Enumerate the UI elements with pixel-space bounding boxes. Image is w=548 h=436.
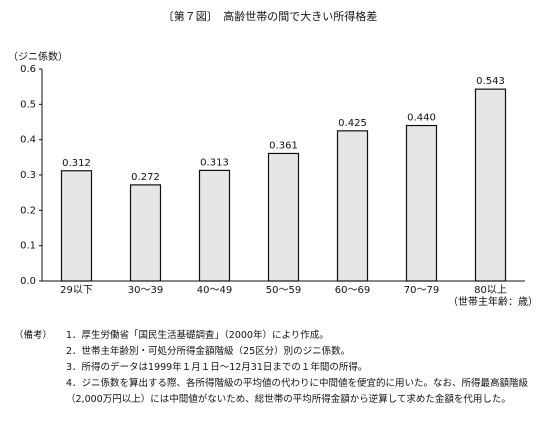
y-tick-label: 0.3 — [20, 170, 36, 181]
bar — [60, 170, 93, 282]
notes-heading: （備考） — [14, 330, 53, 341]
value-label: 0.313 — [200, 157, 229, 168]
x-tick-label: 50～59 — [266, 285, 301, 296]
note-item: 4．ジニ係数を算出する際、各所得階級の平均値の代わりに中間値を便宜的に用いた。な… — [66, 378, 529, 405]
value-label: 0.440 — [407, 113, 436, 124]
note-item: 2．世帯主年齢別・可処分所得金額階級（25区分）別のジニ係数。 — [66, 346, 351, 357]
x-axis-label: （世帯主年齢：歳） — [448, 295, 538, 308]
bar — [129, 184, 162, 282]
bar — [474, 88, 507, 282]
value-label: 0.361 — [269, 140, 298, 151]
note-row: （備考） 1．厚生労働省「国民生活基礎調査」（2000年）により作成。 2．世帯主… — [14, 328, 540, 408]
value-label: 0.272 — [131, 172, 160, 183]
y-tick-label: 0.5 — [20, 99, 36, 110]
bar — [267, 152, 300, 282]
y-tick-label: 0.6 — [20, 64, 36, 75]
bar — [198, 169, 231, 282]
notes: （備考） 1．厚生労働省「国民生活基礎調査」（2000年）により作成。 2．世帯主… — [14, 328, 540, 408]
x-tick-label: 29以下 — [60, 285, 93, 296]
value-label: 0.312 — [62, 158, 91, 169]
chart-title: 〔第７図〕 高齢世帯の間で大きい所得格差 — [163, 9, 378, 23]
note-item: 3．所得のデータは1999年１月１日～12月31日までの１年間の所得。 — [66, 362, 368, 373]
x-tick-label: 40～49 — [197, 285, 232, 296]
x-tick-label: 60～69 — [335, 285, 370, 296]
value-label: 0.425 — [338, 118, 367, 129]
y-tick-label: 0.0 — [20, 276, 36, 287]
x-tick-label: 30～39 — [128, 285, 163, 296]
note-list: 1．厚生労働省「国民生活基礎調査」（2000年）により作成。 2．世帯主年齢別・可… — [60, 328, 540, 408]
y-tick-label: 0.4 — [20, 135, 36, 146]
chart: 〔第７図〕 高齢世帯の間で大きい所得格差 （ジニ係数） （世帯主年齢：歳） 0.… — [8, 9, 538, 308]
y-tick-label: 0.1 — [20, 241, 36, 252]
x-tick-label: 70～79 — [404, 285, 439, 296]
value-label: 0.543 — [476, 76, 505, 87]
x-tick-label: 80以上 — [474, 284, 507, 296]
y-axis-label: （ジニ係数） — [8, 50, 68, 63]
y-tick-label: 0.2 — [20, 205, 36, 216]
bar — [336, 130, 369, 282]
bar — [405, 124, 438, 282]
note-item: 1．厚生労働省「国民生活基礎調査」（2000年）により作成。 — [66, 330, 329, 341]
